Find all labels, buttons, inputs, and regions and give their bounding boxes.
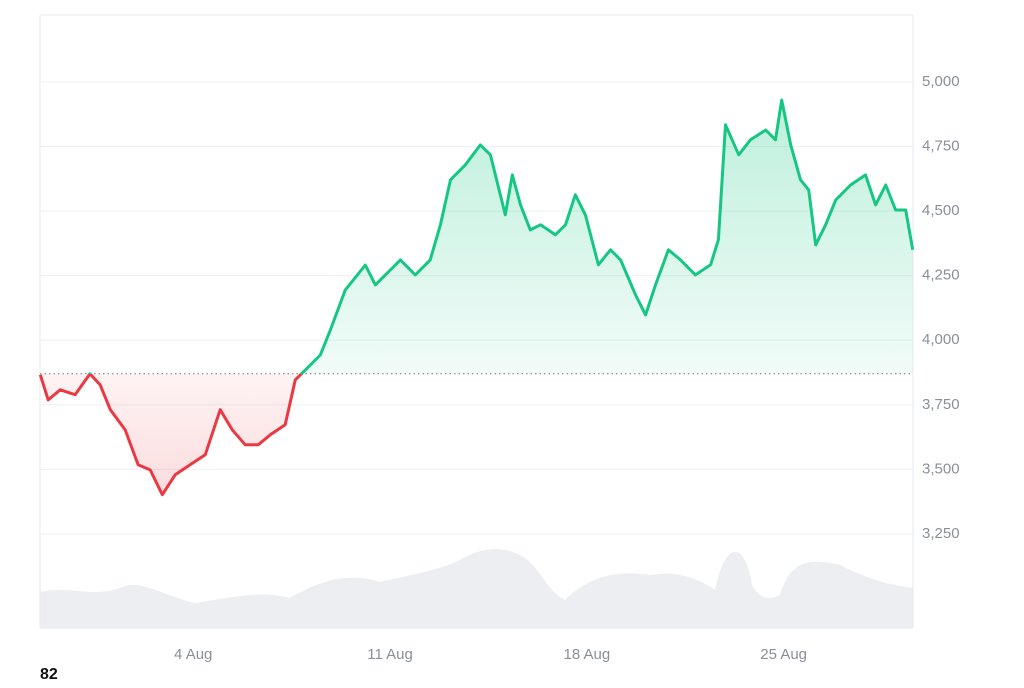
annotation: 82 (40, 666, 58, 683)
y-tick-label: 3,500 (922, 460, 960, 477)
price-line (38, 98, 915, 497)
y-tick-label: 3,750 (922, 396, 960, 413)
y-tick-label: 4,250 (922, 267, 960, 284)
x-tick-label: 18 Aug (563, 646, 610, 663)
y-tick-label: 4,500 (922, 202, 960, 219)
x-tick-label: 4 Aug (174, 646, 212, 663)
volume-area (40, 548, 913, 628)
y-tick-label: 3,250 (922, 525, 960, 542)
x-tick-label: 25 Aug (760, 646, 807, 663)
x-tick-label: 11 Aug (367, 646, 413, 663)
y-tick-label: 4,750 (922, 137, 960, 154)
y-tick-label: 4,000 (922, 331, 960, 348)
area-fill (40, 100, 913, 495)
y-tick-label: 5,000 (922, 73, 960, 90)
